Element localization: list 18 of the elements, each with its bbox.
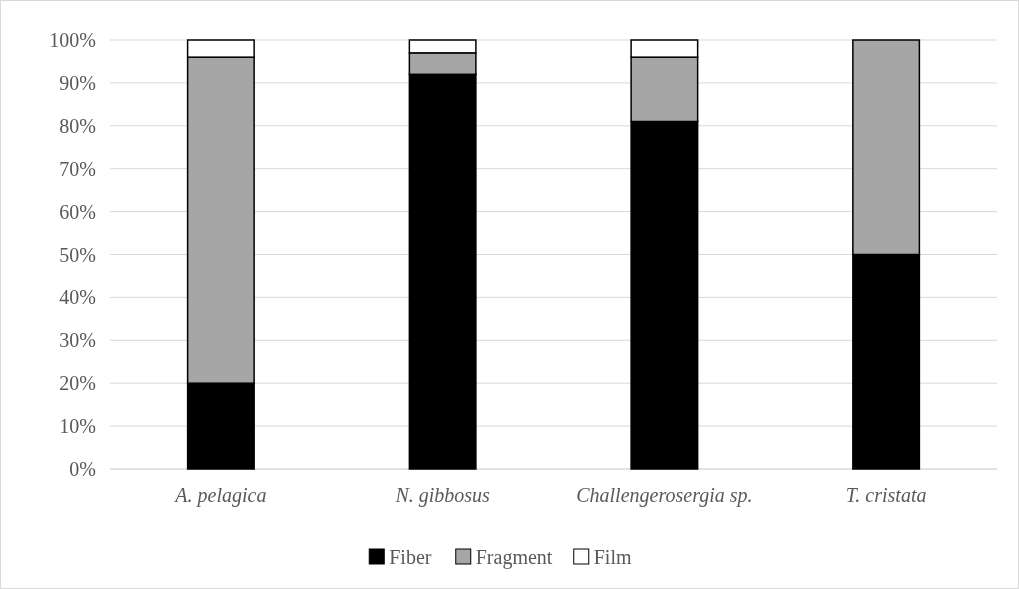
y-tick-label: 100% <box>49 29 96 51</box>
legend-label: Fragment <box>475 546 553 569</box>
y-tick-label: 0% <box>69 458 96 480</box>
y-tick-label: 40% <box>59 286 96 309</box>
x-tick-label: N. gibbosus <box>394 484 491 507</box>
legend-label: Fiber <box>389 546 432 568</box>
y-tick-label: 30% <box>59 329 96 352</box>
y-tick-label: 90% <box>59 71 96 94</box>
x-tick-label: T. cristata <box>845 484 927 506</box>
y-tick-label: 70% <box>59 157 96 180</box>
y-tick-label: 10% <box>59 415 96 438</box>
y-tick-label: 50% <box>59 243 96 266</box>
x-tick-label: A. pelagica <box>173 484 267 507</box>
x-tick-label: Challengerosergia sp. <box>576 484 753 507</box>
y-tick-label: 60% <box>59 200 96 223</box>
y-tick-label: 20% <box>59 372 96 395</box>
y-tick-label: 80% <box>59 114 96 137</box>
legend-label: Film <box>593 546 632 568</box>
